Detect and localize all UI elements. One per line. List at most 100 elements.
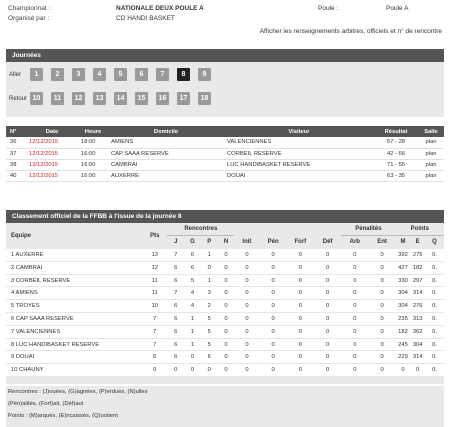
standings-ent: 0 bbox=[380, 341, 384, 348]
poule-value: Poule A bbox=[386, 5, 409, 12]
day-button-10[interactable]: 10 bbox=[30, 92, 43, 105]
standings-def: 0 bbox=[325, 264, 330, 271]
col-num: N° bbox=[10, 128, 17, 135]
standings-q: 0. bbox=[432, 264, 437, 271]
standings-e: 0 bbox=[416, 367, 420, 374]
standings-q: 0. bbox=[432, 251, 437, 258]
standings-j: 6 bbox=[174, 328, 178, 335]
match-salle[interactable]: plan bbox=[425, 139, 437, 146]
standings-pen: 0 bbox=[271, 341, 275, 348]
standings-team: 3 CORBEIL RESERVE bbox=[11, 277, 71, 284]
standings-init: 0 bbox=[245, 354, 249, 361]
day-button-5[interactable]: 5 bbox=[114, 68, 127, 81]
subhead-misc-3: Déf bbox=[322, 239, 333, 246]
day-button-18[interactable]: 18 bbox=[198, 92, 211, 105]
standings-pts: 6 bbox=[153, 354, 157, 361]
standings-j: 7 bbox=[174, 251, 178, 258]
standings-forf: 0 bbox=[298, 367, 302, 374]
standings-forf: 0 bbox=[298, 315, 302, 322]
standings-e: 314 bbox=[412, 290, 423, 297]
standings-team: 7 VALENCIENNES bbox=[11, 328, 61, 335]
standings-forf: 0 bbox=[298, 341, 302, 348]
standings-pts: 13 bbox=[151, 251, 159, 258]
retour-label: Retour bbox=[9, 96, 28, 102]
standings-e: 297 bbox=[412, 277, 423, 284]
day-button-12[interactable]: 12 bbox=[72, 92, 85, 105]
day-button-1[interactable]: 1 bbox=[30, 68, 43, 81]
standings-forf: 0 bbox=[298, 303, 302, 310]
legend-line-1: Rencontres : (J)ouées, (G)agnées, (P)erd… bbox=[8, 389, 148, 395]
standings-def: 0 bbox=[325, 328, 330, 335]
match-resultat: 63 - 35 bbox=[386, 172, 406, 179]
match-salle[interactable]: plan bbox=[425, 161, 437, 168]
standings-init: 0 bbox=[245, 328, 249, 335]
subhead-points-1: E bbox=[415, 239, 420, 246]
standings-ent: 0 bbox=[380, 303, 384, 310]
day-button-6[interactable]: 6 bbox=[135, 68, 148, 81]
standings-n: 0 bbox=[224, 354, 228, 361]
standings-j: 6 bbox=[174, 264, 178, 271]
standings-p: 2 bbox=[207, 303, 211, 310]
day-button-11[interactable]: 11 bbox=[51, 92, 64, 105]
subhead-misc-1: Pén bbox=[267, 239, 279, 246]
standings-ent: 0 bbox=[380, 328, 384, 335]
day-button-8[interactable]: 8 bbox=[177, 68, 190, 81]
day-button-17[interactable]: 17 bbox=[177, 92, 190, 105]
standings-pen: 0 bbox=[271, 328, 275, 335]
subhead-rencontres-2: P bbox=[207, 239, 212, 246]
standings-def: 0 bbox=[325, 290, 330, 297]
standings-init: 0 bbox=[245, 367, 249, 374]
match-resultat: 57 - 28 bbox=[386, 139, 406, 146]
day-button-2[interactable]: 2 bbox=[51, 68, 64, 81]
standings-def: 0 bbox=[325, 341, 330, 348]
matches-table: N° Date Heure Domicile Visiteur Résultat… bbox=[6, 126, 444, 182]
match-date: 13/12/2015 bbox=[29, 161, 59, 168]
head-pts: Pts bbox=[150, 232, 160, 239]
standings-init: 0 bbox=[245, 290, 249, 297]
classement-table: Equipe Pts Rencontres Pénalités Points J… bbox=[6, 223, 444, 377]
standings-m: 330 bbox=[398, 277, 408, 284]
day-button-7[interactable]: 7 bbox=[156, 68, 169, 81]
classement-group-header: Equipe Pts Rencontres Pénalités Points bbox=[6, 223, 444, 239]
standings-p: 1 bbox=[207, 251, 211, 258]
standings-g: 1 bbox=[190, 341, 195, 348]
day-button-4[interactable]: 4 bbox=[93, 68, 106, 81]
classement-sub-header: J G P N Init Pén Forf Déf Arb Ent M E Q bbox=[6, 236, 444, 249]
match-domicile: CAMBRAI bbox=[111, 161, 138, 168]
standings-arb: 0 bbox=[353, 341, 357, 348]
match-num: 40 bbox=[10, 172, 17, 179]
match-heure: 16:00 bbox=[81, 161, 96, 168]
standings-pen: 0 bbox=[271, 251, 275, 258]
standings-q: 0. bbox=[432, 328, 437, 335]
standings-q: 0. bbox=[432, 341, 437, 348]
standings-e: 362 bbox=[412, 328, 423, 335]
day-button-16[interactable]: 16 bbox=[156, 92, 169, 105]
standings-arb: 0 bbox=[353, 367, 357, 374]
standings-def: 0 bbox=[325, 277, 330, 284]
standings-g: 0 bbox=[190, 367, 195, 374]
day-button-13[interactable]: 13 bbox=[93, 92, 106, 105]
standings-pen: 0 bbox=[271, 367, 275, 374]
match-resultat: 42 - 66 bbox=[386, 150, 406, 157]
match-visiteur: VALENCIENNES bbox=[227, 139, 272, 146]
standings-init: 0 bbox=[245, 315, 249, 322]
standings-pen: 0 bbox=[271, 303, 275, 310]
col-salle: Salle bbox=[424, 128, 438, 135]
standings-p: 5 bbox=[207, 341, 211, 348]
standings-e: 276 bbox=[412, 303, 423, 310]
standings-g: 6 bbox=[190, 251, 195, 258]
day-button-15[interactable]: 15 bbox=[135, 92, 148, 105]
standings-j: 6 bbox=[174, 341, 178, 348]
day-button-14[interactable]: 14 bbox=[114, 92, 127, 105]
legend-area bbox=[6, 386, 444, 427]
match-salle[interactable]: plan bbox=[425, 172, 437, 179]
day-button-3[interactable]: 3 bbox=[72, 68, 85, 81]
standings-m: 182 bbox=[398, 328, 408, 335]
match-salle[interactable]: plan bbox=[425, 150, 437, 157]
show-info-link[interactable]: Afficher les renseignements arbitres, of… bbox=[259, 28, 442, 35]
standings-row: 9 DOUAI 6 6 0 6 0 0 0 0 0 0 0 229 314 0. bbox=[6, 350, 444, 364]
standings-q: 0. bbox=[432, 290, 437, 297]
day-button-9[interactable]: 9 bbox=[198, 68, 211, 81]
standings-pts: 12 bbox=[151, 264, 159, 271]
